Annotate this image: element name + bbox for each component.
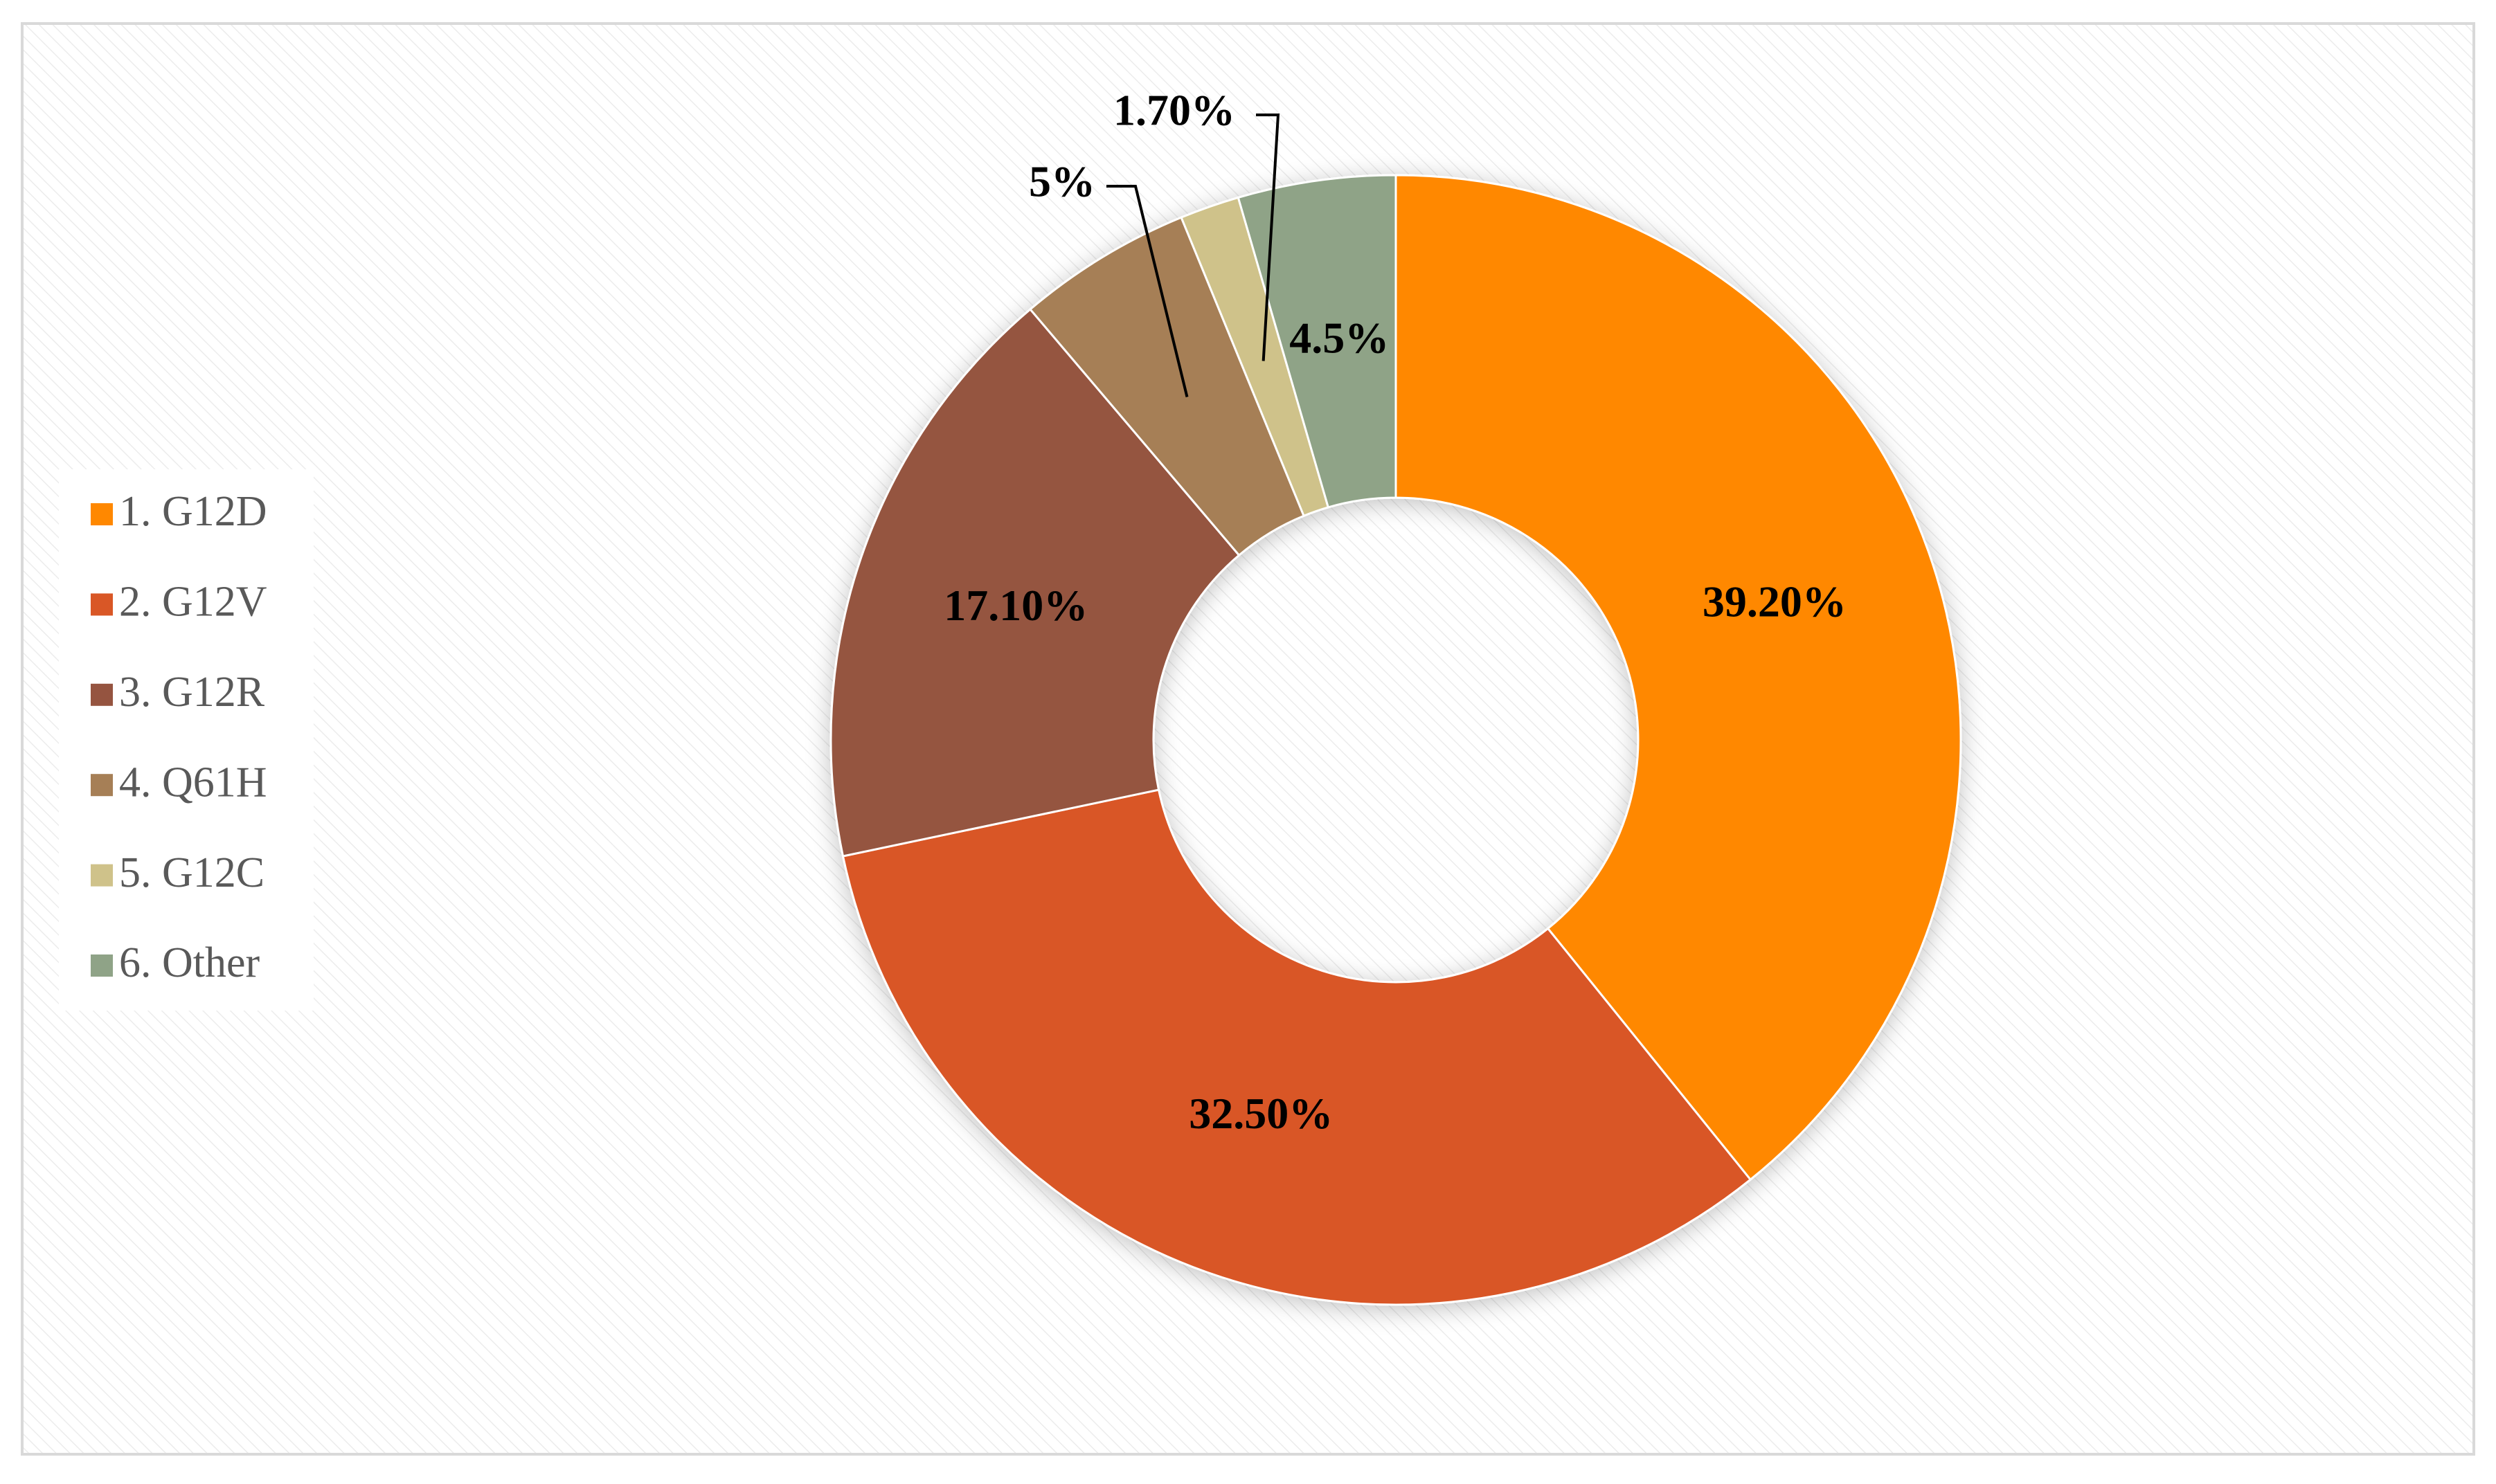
legend-swatch bbox=[91, 593, 113, 616]
legend-label: 2. G12V bbox=[119, 579, 267, 626]
donut-slice bbox=[1237, 174, 1397, 509]
legend-swatch bbox=[91, 683, 113, 706]
legend-label: 3. G12R bbox=[119, 669, 265, 716]
legend-swatch bbox=[91, 503, 113, 525]
data-label: 17.10% bbox=[944, 581, 1088, 630]
donut-slice bbox=[1394, 174, 1962, 1182]
leader-line bbox=[1106, 185, 1189, 397]
data-label: 39.20% bbox=[1703, 577, 1847, 626]
data-label: 4.5% bbox=[1289, 313, 1389, 362]
leader-line bbox=[1256, 114, 1280, 361]
legend-label: 4. Q61H bbox=[119, 759, 267, 806]
legend-swatch bbox=[91, 954, 113, 977]
donut-slice bbox=[829, 307, 1241, 858]
donut-slice bbox=[841, 788, 1752, 1306]
legend-swatch bbox=[91, 864, 113, 887]
data-label: 32.50% bbox=[1189, 1089, 1333, 1138]
legend-label: 5. G12C bbox=[119, 849, 264, 896]
legend-label: 1. G12D bbox=[119, 488, 267, 535]
legend-label: 6. Other bbox=[119, 939, 260, 986]
legend-swatch bbox=[91, 774, 113, 797]
legend-box bbox=[59, 469, 314, 1011]
data-label: 1.70% bbox=[1113, 86, 1235, 135]
data-label: 5% bbox=[1029, 157, 1095, 206]
donut bbox=[829, 174, 1962, 1306]
